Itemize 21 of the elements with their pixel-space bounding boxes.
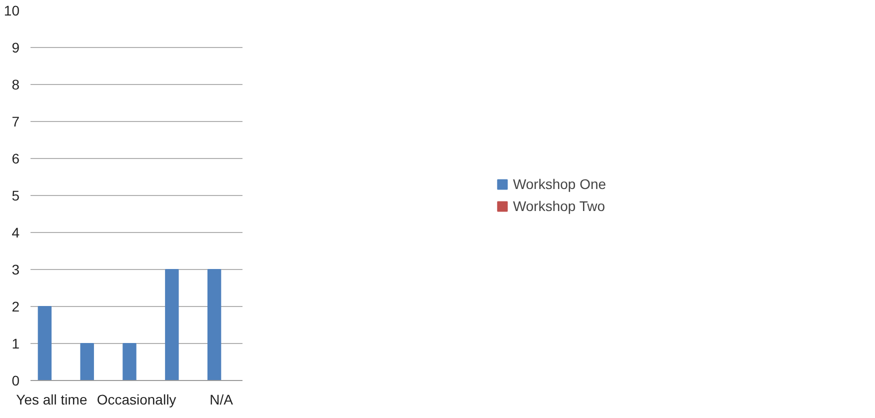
legend-label: Workshop One — [512, 176, 606, 192]
x-tick-label: Yes all time — [16, 392, 88, 408]
bar — [38, 306, 52, 380]
y-tick-label: 8 — [12, 76, 20, 92]
legend-label: Workshop Two — [512, 198, 606, 214]
y-tick-label: 3 — [12, 262, 20, 278]
bar — [80, 343, 94, 380]
x-tick-label: N/A — [210, 392, 234, 408]
y-tick-label: 9 — [12, 40, 20, 56]
y-tick-label: 4 — [12, 224, 20, 240]
bar — [165, 269, 179, 380]
y-tick-label: 7 — [12, 114, 20, 130]
y-tick-label: 10 — [4, 2, 20, 18]
y-tick-label: 5 — [12, 188, 20, 204]
y-tick-label: 0 — [12, 372, 20, 388]
y-tick-label: 2 — [12, 298, 20, 314]
y-tick-label: 1 — [12, 336, 20, 352]
bar — [207, 269, 222, 380]
x-tick-label: Occasionally — [96, 392, 176, 408]
y-tick-label: 6 — [12, 150, 20, 166]
bar — [122, 343, 136, 380]
